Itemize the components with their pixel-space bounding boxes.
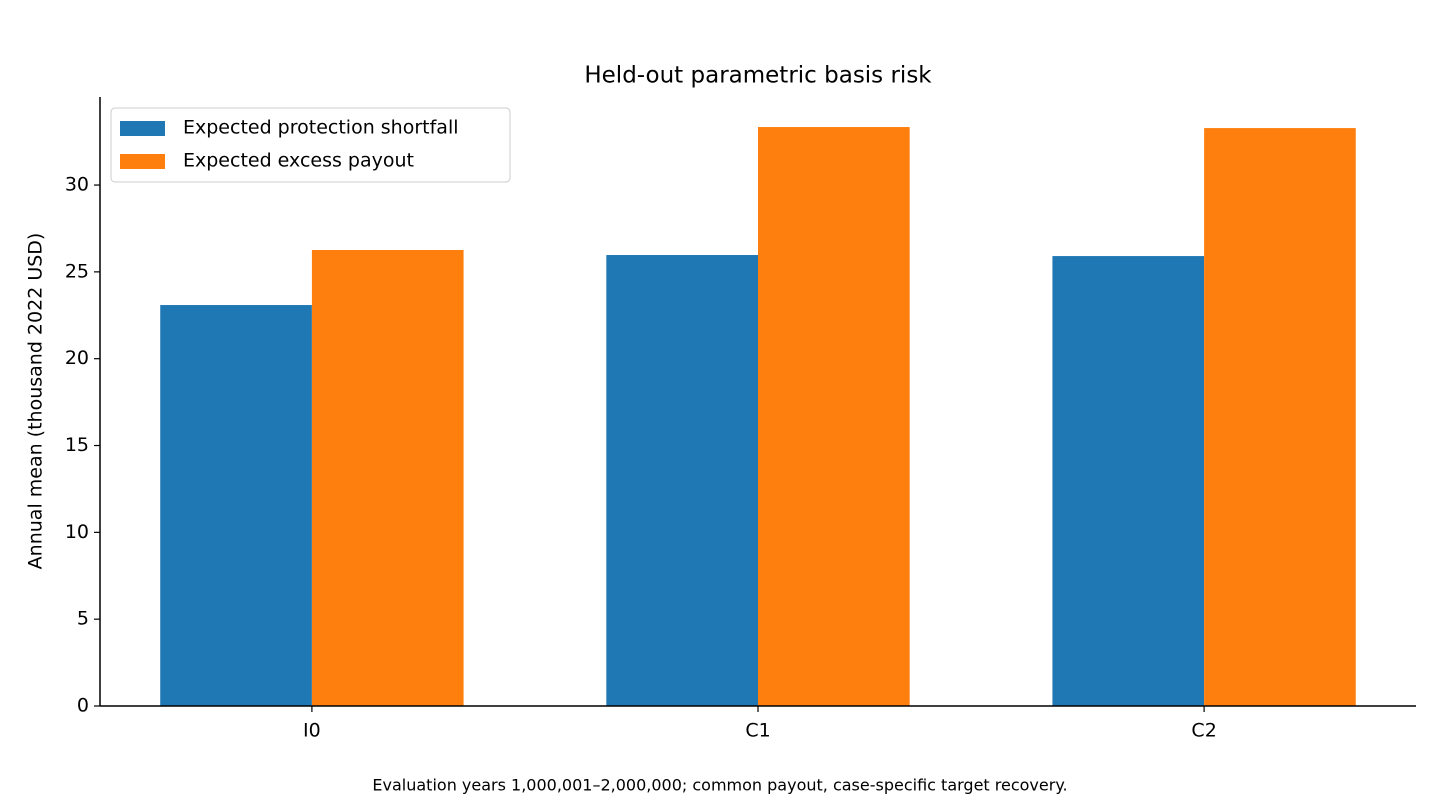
- bar: [1052, 256, 1205, 706]
- legend-label: Expected protection shortfall: [183, 117, 459, 139]
- x-tick-label: C2: [1191, 720, 1216, 742]
- y-tick-label: 5: [77, 608, 89, 630]
- y-tick-label: 10: [65, 521, 89, 543]
- legend-box: [110, 107, 511, 183]
- legend-swatch: [120, 121, 165, 136]
- bar: [606, 255, 758, 706]
- y-tick-label: 30: [65, 174, 89, 196]
- x-tick-label: C1: [745, 720, 770, 742]
- x-tick-label: I0: [303, 720, 321, 742]
- legend-label: Expected excess payout: [183, 150, 414, 172]
- chart-title: Held-out parametric basis risk: [584, 63, 932, 89]
- bar: [758, 127, 910, 706]
- bar: [160, 305, 312, 706]
- y-axis-label: Annual mean (thousand 2022 USD): [25, 233, 47, 570]
- y-tick-label: 25: [65, 260, 89, 282]
- legend-swatch: [120, 154, 165, 169]
- footnote: Evaluation years 1,000,001–2,000,000; co…: [372, 776, 1067, 795]
- bar: [311, 249, 464, 706]
- y-tick-label: 20: [65, 347, 89, 369]
- y-tick-label: 15: [65, 434, 89, 456]
- y-tick-label: 0: [77, 695, 89, 717]
- bar: [1204, 128, 1356, 706]
